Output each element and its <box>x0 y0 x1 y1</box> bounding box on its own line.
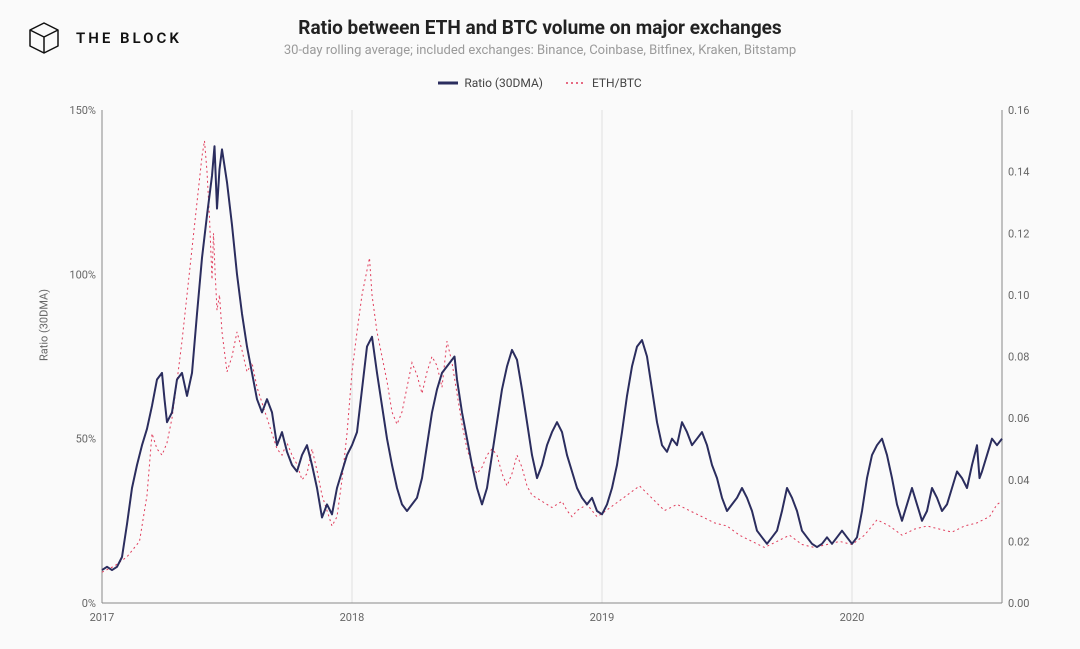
chart-svg: 2017 2018 2019 2020 0% 50% 100% 150% 0.00 0.02 0.0… <box>60 104 1046 625</box>
svg-text:0.12: 0.12 <box>1008 227 1029 240</box>
svg-text:0.10: 0.10 <box>1008 289 1029 302</box>
svg-text:2020: 2020 <box>840 611 865 624</box>
svg-text:2018: 2018 <box>340 611 365 624</box>
chart-subtitle: 30-day rolling average; included exchang… <box>0 43 1080 58</box>
legend-swatch-series2 <box>566 78 586 88</box>
legend-label-series1: Ratio (30DMA) <box>464 76 543 90</box>
svg-text:0.04: 0.04 <box>1008 474 1029 487</box>
svg-text:150%: 150% <box>69 104 96 117</box>
svg-text:0%: 0% <box>82 597 96 610</box>
y-axis-left-label: Ratio (30DMA) <box>38 288 51 360</box>
svg-text:50%: 50% <box>76 433 96 446</box>
chart-container: THE BLOCK Ratio between ETH and BTC volu… <box>0 0 1080 649</box>
legend-item-series2: ETH/BTC <box>566 76 642 90</box>
svg-text:0.14: 0.14 <box>1008 166 1029 179</box>
svg-text:0.02: 0.02 <box>1008 535 1029 548</box>
legend-label-series2: ETH/BTC <box>592 76 642 90</box>
chart-plot: 2017 2018 2019 2020 0% 50% 100% 150% 0.00 0.02 0.0… <box>60 104 1046 625</box>
chart-titles: Ratio between ETH and BTC volume on majo… <box>0 16 1080 58</box>
svg-text:0.06: 0.06 <box>1008 412 1029 425</box>
legend-item-series1: Ratio (30DMA) <box>438 76 543 90</box>
svg-text:2019: 2019 <box>590 611 615 624</box>
svg-text:2017: 2017 <box>90 611 115 624</box>
chart-title: Ratio between ETH and BTC volume on majo… <box>0 16 1080 39</box>
svg-text:100%: 100% <box>69 268 96 281</box>
svg-text:0.16: 0.16 <box>1008 104 1029 117</box>
chart-legend: Ratio (30DMA) ETH/BTC <box>0 76 1080 91</box>
svg-text:0.00: 0.00 <box>1008 597 1029 610</box>
legend-swatch-series1 <box>438 78 458 88</box>
svg-text:0.08: 0.08 <box>1008 351 1029 364</box>
